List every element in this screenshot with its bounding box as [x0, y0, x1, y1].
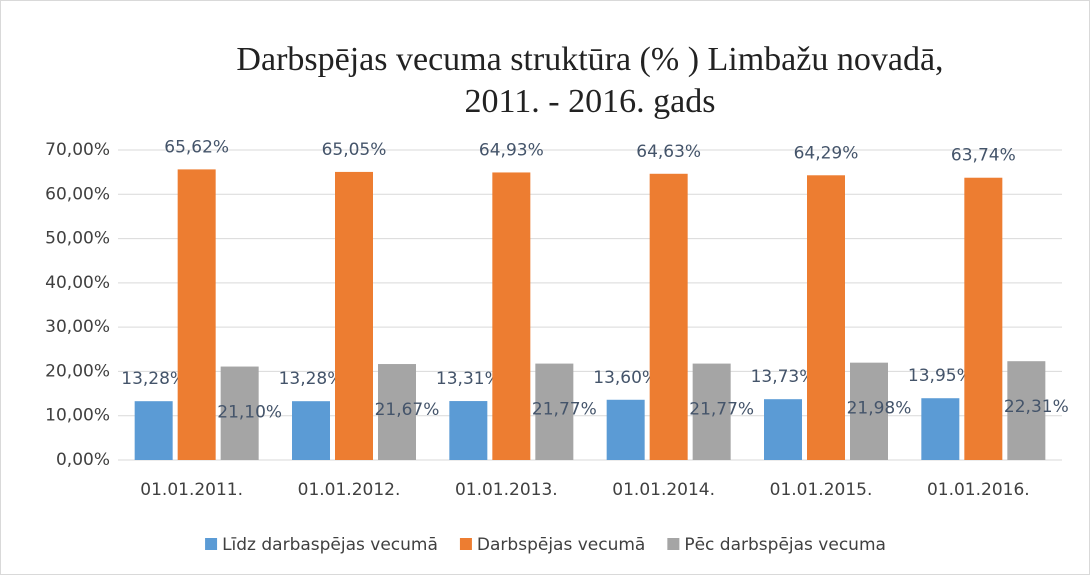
data-label: 13,28% — [279, 369, 344, 389]
bar — [177, 169, 216, 460]
bar — [378, 364, 416, 460]
data-label: 64,29% — [794, 143, 859, 163]
bar — [850, 362, 888, 460]
legend-swatch — [667, 538, 680, 550]
data-label: 21,98% — [847, 399, 912, 419]
legend-label: Pēc darbspējas vecuma — [684, 535, 886, 555]
data-label: 65,62% — [164, 137, 229, 157]
bar — [921, 398, 960, 460]
data-label: 64,93% — [479, 140, 544, 160]
x-tick-label: 01.01.2016. — [927, 480, 1030, 500]
data-label: 13,28% — [121, 369, 186, 389]
y-tick-label: 20,00% — [45, 361, 110, 381]
bar — [649, 173, 688, 460]
chart-title: Darbspējas vecuma struktūra (% ) Limbažu… — [236, 41, 943, 78]
bar — [220, 366, 259, 460]
y-tick-label: 40,00% — [45, 273, 110, 293]
data-label: 65,05% — [322, 140, 387, 160]
bar — [1007, 361, 1046, 460]
data-label: 22,31% — [1004, 397, 1069, 417]
bar — [964, 177, 1003, 461]
x-tick-label: 01.01.2012. — [298, 480, 401, 500]
bar — [807, 175, 845, 460]
bar — [606, 399, 645, 460]
legend-swatch — [205, 538, 218, 550]
bar — [449, 401, 488, 460]
bar — [692, 363, 731, 460]
bar — [292, 401, 330, 460]
bar — [535, 363, 574, 460]
data-label: 13,31% — [436, 369, 501, 389]
x-tick-label: 01.01.2011. — [140, 480, 243, 500]
chart-title: 2011. - 2016. gads — [465, 83, 716, 120]
y-tick-label: 60,00% — [45, 184, 110, 204]
data-label: 13,60% — [593, 368, 658, 388]
data-label: 21,77% — [689, 400, 754, 420]
bar — [764, 399, 802, 460]
y-tick-label: 50,00% — [45, 229, 110, 249]
legend-label: Līdz darbaspējas vecumā — [222, 535, 438, 555]
y-tick-label: 10,00% — [45, 406, 110, 426]
legend-swatch — [459, 538, 472, 550]
x-tick-label: 01.01.2013. — [455, 480, 558, 500]
data-label: 13,95% — [908, 366, 973, 386]
data-label: 64,63% — [636, 142, 701, 162]
bar — [134, 401, 173, 460]
data-label: 21,67% — [375, 400, 440, 420]
data-label: 21,10% — [217, 403, 282, 423]
data-label: 21,77% — [532, 400, 597, 420]
data-label: 63,74% — [951, 146, 1016, 166]
legend-label: Darbspējas vecumā — [477, 535, 645, 555]
bar — [492, 172, 531, 460]
y-tick-label: 30,00% — [45, 317, 110, 337]
x-tick-label: 01.01.2015. — [770, 480, 873, 500]
bar — [335, 171, 373, 460]
y-tick-label: 70,00% — [45, 140, 110, 160]
data-label: 13,73% — [751, 367, 816, 387]
y-tick-label: 0,00% — [56, 450, 110, 470]
x-tick-label: 01.01.2014. — [612, 480, 715, 500]
